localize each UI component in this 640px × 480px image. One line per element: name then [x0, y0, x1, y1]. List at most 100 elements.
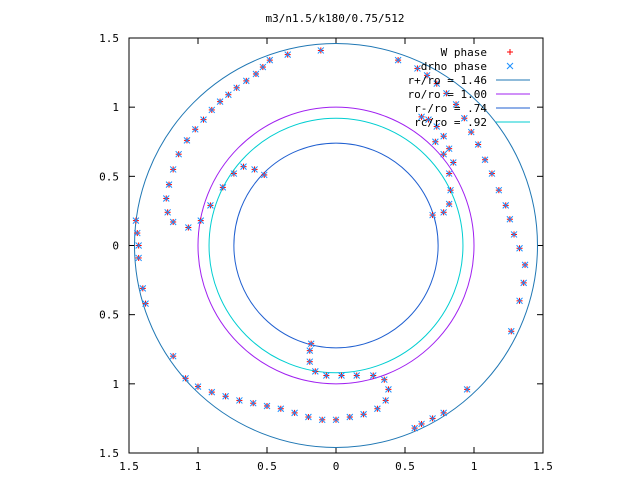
marker-stroke: [445, 200, 453, 208]
marker-stroke: [440, 132, 447, 140]
marker-stroke: [443, 89, 450, 97]
marker-stroke: [502, 202, 510, 209]
drho-phase-point: [182, 374, 189, 382]
drho-phase-point: [506, 62, 514, 70]
drho-phase-point: [207, 202, 214, 209]
marker-stroke: [440, 409, 447, 417]
marker-stroke: [429, 211, 436, 219]
drho-phase-point: [132, 217, 140, 224]
y-tick-label: 1: [112, 378, 119, 391]
drho-phase-point: [233, 84, 240, 92]
marker-stroke: [432, 138, 439, 146]
circle-0-74: [233, 142, 439, 349]
marker-stroke: [374, 405, 381, 413]
marker-stroke: [414, 65, 421, 72]
marker-stroke: [488, 170, 496, 177]
drho-phase-point: [251, 166, 258, 173]
marker-stroke: [230, 170, 238, 177]
drho-phase-point: [443, 89, 450, 97]
marker-stroke: [520, 279, 528, 287]
marker-stroke: [338, 372, 345, 379]
drho-phase-point: [423, 71, 431, 79]
drho-phase-point: [184, 224, 192, 231]
drho-phase-point: [521, 261, 529, 269]
marker-stroke: [175, 150, 183, 158]
marker-stroke: [463, 386, 471, 393]
legend-label: W phase: [441, 46, 487, 59]
marker-stroke: [467, 128, 475, 136]
marker-stroke: [369, 372, 377, 379]
drho-phase-point: [449, 159, 457, 166]
marker-stroke: [411, 424, 419, 432]
drho-phase-point: [346, 413, 354, 421]
legend-label: r-/ro = .74: [414, 102, 487, 115]
drho-phase-point: [332, 416, 340, 424]
marker-stroke: [259, 63, 267, 71]
marker-stroke: [495, 186, 503, 194]
drho-phase-point: [429, 415, 436, 422]
marker-stroke: [445, 170, 453, 177]
marker-stroke: [346, 413, 354, 421]
y-tick-label: 0: [112, 240, 119, 253]
drho-phase-point: [135, 254, 143, 262]
marker-stroke: [266, 56, 274, 64]
marker-stroke: [332, 416, 340, 424]
marker-stroke: [191, 125, 199, 133]
drho-phase-point: [139, 285, 147, 292]
drho-phase-point: [432, 138, 439, 146]
legend-label: drho phase: [421, 60, 487, 73]
drho-phase-point: [225, 91, 232, 99]
marker-stroke: [183, 137, 191, 144]
drho-phase-point: [318, 416, 326, 424]
drho-phase-point: [242, 77, 250, 85]
marker-stroke: [382, 397, 390, 404]
drho-phase-point: [222, 392, 229, 400]
y-tick-label: 1: [112, 101, 119, 114]
drho-phase-point: [433, 123, 441, 130]
drho-phase-point: [495, 186, 503, 194]
drho-phase-point: [252, 70, 260, 78]
drho-phase-point: [311, 368, 319, 375]
drho-phase-point: [306, 358, 314, 366]
drho-phase-point: [440, 409, 447, 417]
drho-phase-point: [516, 244, 523, 252]
marker-stroke: [445, 145, 453, 153]
x-tick-label: 0.5: [395, 460, 415, 473]
drho-phase-point: [169, 166, 177, 173]
marker-stroke: [474, 141, 482, 148]
drho-phase-point: [474, 141, 482, 148]
marker-stroke: [260, 171, 268, 179]
x-tick-label: 1: [195, 460, 202, 473]
marker-stroke: [164, 208, 171, 216]
drho-phase-point: [216, 98, 224, 105]
drho-phase-point: [284, 51, 292, 58]
drho-phase-point: [452, 101, 460, 108]
marker-stroke: [208, 106, 216, 114]
marker-stroke: [307, 340, 315, 348]
drho-phase-point: [135, 242, 143, 249]
w-phase-point: [507, 49, 513, 55]
marker-stroke: [135, 254, 143, 262]
marker-stroke: [182, 374, 189, 382]
marker-stroke: [311, 368, 319, 375]
drho-phase-point: [322, 372, 330, 379]
drho-phase-point: [418, 420, 425, 428]
drho-phase-point: [169, 218, 177, 226]
marker-stroke: [284, 51, 292, 58]
marker-stroke: [242, 77, 250, 85]
drho-phase-point: [445, 200, 453, 208]
marker-stroke: [169, 352, 177, 360]
drho-phase-point: [510, 231, 518, 238]
marker-stroke: [305, 413, 312, 421]
drho-phase-point: [249, 399, 257, 407]
marker-stroke: [236, 397, 243, 404]
drho-phase-point: [307, 340, 315, 348]
drho-phase-point: [277, 405, 285, 413]
marker-stroke: [440, 150, 447, 158]
drho-phase-point: [236, 397, 243, 404]
marker-stroke: [394, 56, 402, 64]
drho-phase-point: [260, 171, 268, 179]
marker-stroke: [162, 195, 170, 202]
x-tick-label: 0: [333, 460, 340, 473]
drho-phase-point: [208, 388, 216, 396]
